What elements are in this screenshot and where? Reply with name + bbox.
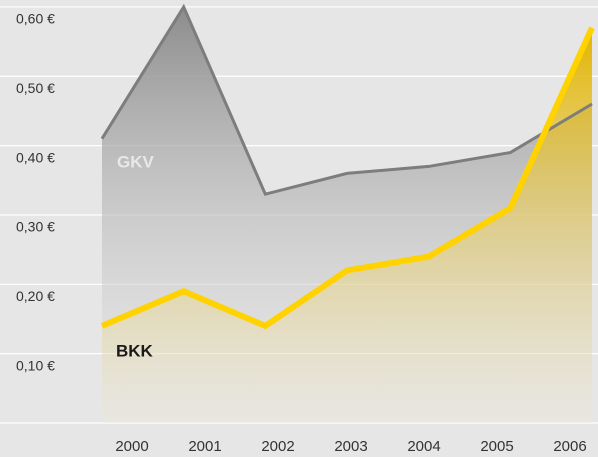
x-tick-label: 2003 [334,438,367,455]
series-label: GKV [117,152,155,171]
x-tick-label: 2006 [553,438,586,455]
x-tick-label: 2001 [188,438,221,455]
y-tick-label: 0,50 € [16,80,55,96]
y-tick-label: 0,60 € [16,11,55,27]
series-area [102,27,592,424]
x-tick-label: 2002 [261,438,294,455]
y-tick-label: 0,10 € [16,357,55,373]
y-tick-label: 0,30 € [16,219,55,235]
y-tick-label: 0,40 € [16,149,55,165]
x-tick-label: 2005 [480,438,513,455]
x-tick-label: 2004 [407,438,440,455]
series-line [100,26,595,330]
series-line [100,3,593,196]
series-label: BKK [116,341,154,360]
y-tick-label: 0,20 € [16,288,55,304]
x-tick-label: 2000 [115,438,148,455]
